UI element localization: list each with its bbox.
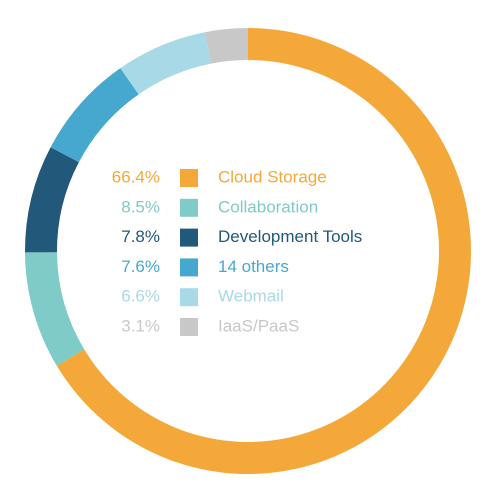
legend-value: 66.4% [112,167,160,186]
legend-value: 8.5% [121,197,160,216]
legend-label: Cloud Storage [218,167,327,186]
donut-segment [25,252,85,366]
legend-value: 7.8% [121,227,160,246]
legend-swatch [180,318,198,336]
legend-label: Development Tools [218,227,362,246]
legend-label: Webmail [218,287,284,306]
legend-swatch [180,258,198,277]
donut-segment [50,68,139,163]
legend-label: 14 others [218,257,289,276]
legend-value: 7.6% [121,257,160,276]
donut-segment [120,32,212,95]
legend-swatch [180,228,198,247]
legend-label: Collaboration [218,197,318,216]
legend-value: 3.1% [121,316,160,335]
legend-value: 6.6% [121,287,160,306]
legend-label: IaaS/PaaS [218,316,299,335]
donut-segment [25,147,79,253]
legend-swatch [180,198,198,217]
legend-swatch [180,288,198,307]
donut-segment [204,28,248,64]
legend-swatch [180,169,198,187]
